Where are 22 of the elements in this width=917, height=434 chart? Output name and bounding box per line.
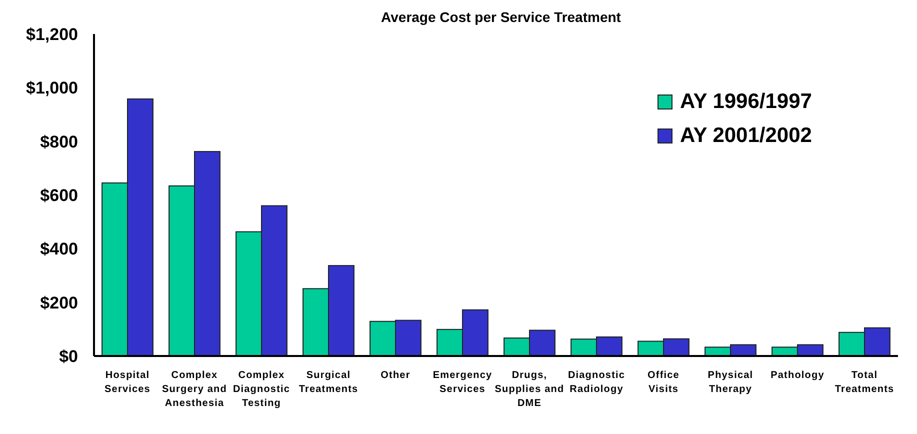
x-tick-label: Other bbox=[380, 370, 410, 381]
legend-label: AY 1996/1997 bbox=[680, 90, 812, 113]
x-tick-label: Office Visits bbox=[648, 370, 680, 395]
y-tick-label: $600 bbox=[40, 186, 78, 205]
y-tick-label: $800 bbox=[40, 132, 78, 152]
y-tick-label: $1,200 bbox=[26, 24, 78, 44]
x-tick-label: Surgical Treatments bbox=[298, 370, 358, 395]
x-tick-label: Diagnostic Radiology bbox=[568, 370, 626, 395]
y-tick-label: $0 bbox=[59, 346, 78, 366]
x-tick-label: Drugs, Supplies and DME bbox=[494, 370, 564, 409]
x-tick-label: Complex Surgery and Anesthesia bbox=[162, 370, 227, 409]
x-tick-label: Physical Therapy bbox=[708, 370, 754, 395]
legend-label: AY 2001/2002 bbox=[680, 124, 812, 147]
y-tick-label: $1,000 bbox=[26, 78, 78, 98]
y-tick-label: $200 bbox=[40, 293, 78, 312]
y-tick-label: $400 bbox=[40, 240, 78, 259]
x-tick-label: Pathology bbox=[770, 370, 824, 381]
chart-title: Average Cost per Service Treatment bbox=[381, 9, 622, 25]
x-tick-label: Hospital Services bbox=[104, 370, 150, 395]
x-tick-label: Complex Diagnostic Testing bbox=[232, 370, 290, 409]
x-tick-label: Emergency Services bbox=[432, 370, 492, 395]
x-tick-label: Total Treatments bbox=[834, 370, 894, 395]
